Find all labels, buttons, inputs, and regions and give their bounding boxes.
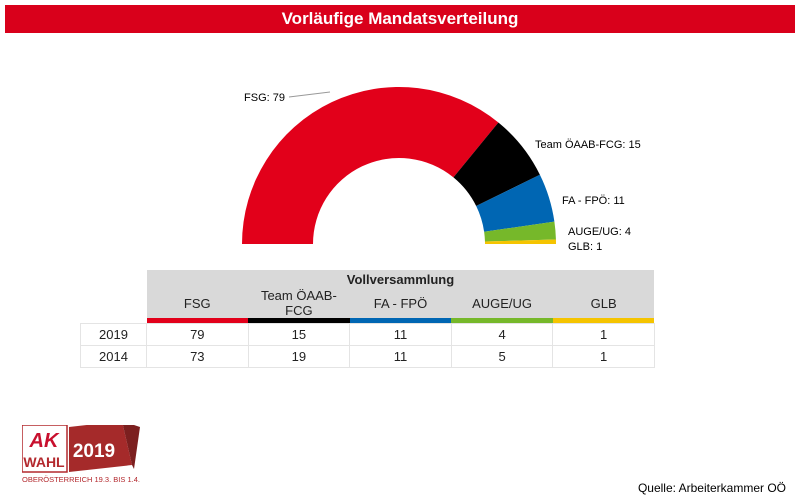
seat-cell: 1	[552, 345, 655, 368]
svg-text:WAHL: WAHL	[23, 454, 65, 470]
data-label: AUGE/UG: 4	[568, 226, 631, 238]
slice-fa-fp-	[476, 174, 555, 232]
column-header: FSG	[146, 288, 249, 318]
seat-cell: 11	[349, 323, 452, 346]
slice-team-aab-fcg	[453, 122, 540, 207]
half-donut-chart: FSG: 79 Team ÖAAB-FCG: 15 FA - FPÖ: 11 AUGE…	[242, 86, 641, 253]
data-label: FA - FPÖ: 11	[562, 195, 625, 207]
seat-cell: 73	[146, 345, 249, 368]
color-strip	[349, 318, 452, 324]
slice-auge-ug	[484, 221, 556, 242]
seat-cell: 19	[247, 345, 351, 368]
seat-cell: 15	[247, 323, 351, 346]
svg-text:2019: 2019	[73, 441, 115, 462]
year-cell: 2014	[80, 345, 147, 368]
data-label: Team ÖAAB-FCG: 15	[535, 139, 641, 151]
svg-text:OBERÖSTERREICH 19.3. BIS 1.4.: OBERÖSTERREICH 19.3. BIS 1.4.	[22, 475, 140, 484]
seat-cell: 11	[349, 345, 452, 368]
seat-cell: 4	[450, 323, 554, 346]
chart-title: Vorläufige Mandatsverteilung	[5, 5, 795, 33]
data-label: GLB: 1	[568, 241, 602, 253]
source-note: Quelle: Arbeiterkammer OÖ	[637, 481, 786, 495]
color-strip	[248, 318, 350, 324]
leader-line	[288, 91, 331, 98]
table-row: 2014 73 19 11 5 1	[80, 345, 655, 368]
column-header: AUGE/UG	[451, 288, 553, 318]
column-header: FA - FPÖ	[349, 288, 452, 318]
column-header: Team ÖAAB-FCG	[248, 288, 350, 318]
year-cell: 2019	[80, 323, 147, 346]
color-strip	[451, 318, 553, 324]
svg-text:AK: AK	[29, 430, 60, 452]
seat-table: Vollversammlung FSG Team ÖAAB-FCG FA - FPÖ…	[80, 270, 655, 368]
color-strip	[146, 318, 249, 324]
seat-cell: 1	[552, 323, 655, 346]
slice-fsg	[242, 86, 499, 244]
color-strip	[552, 318, 655, 324]
seat-cell: 79	[146, 323, 249, 346]
seat-cell: 5	[450, 345, 554, 368]
table-title: Vollversammlung	[146, 270, 655, 288]
slice-glb	[484, 239, 556, 244]
table-row: 2019 79 15 11 4 1	[80, 323, 655, 346]
data-label: FSG: 79	[244, 92, 285, 104]
column-header: GLB	[552, 288, 655, 318]
ak-wahl-logo: AK WAHL 2019 OBERÖSTERREICH 19.3. BIS 1.…	[22, 425, 140, 484]
